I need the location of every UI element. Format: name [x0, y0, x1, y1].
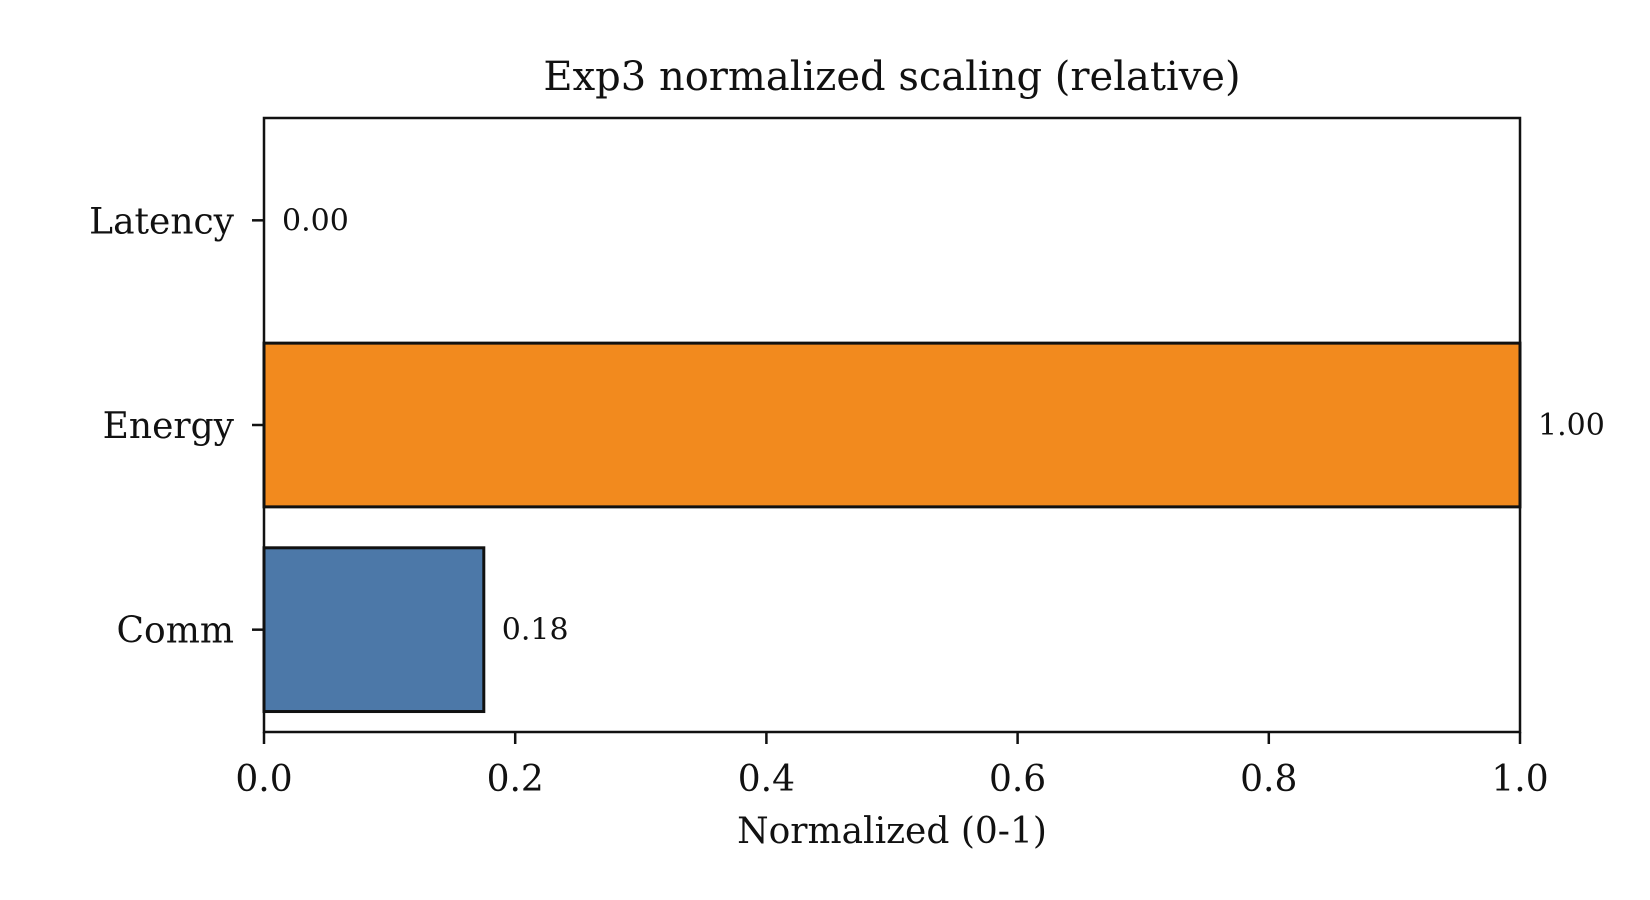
- data-label-energy: 1.00: [1538, 408, 1605, 443]
- x-tick-label-0: 0.0: [235, 759, 292, 800]
- bar-comm: [262, 546, 486, 714]
- x-tick-label-3: 0.6: [989, 759, 1046, 800]
- data-label-latency: 0.00: [282, 203, 349, 238]
- x-tick-label-2: 0.4: [738, 759, 795, 800]
- plot-area: 0.00 1.00 0.18 Latency Energy Comm 0.0 0.2 0.4 0.…: [89, 116, 1605, 800]
- y-tick-label-comm: Comm: [117, 611, 235, 652]
- y-tick-label-energy: Energy: [103, 406, 235, 447]
- x-axis-label: Normalized (0-1): [737, 811, 1047, 852]
- y-tick-label-latency: Latency: [89, 201, 234, 242]
- data-label-comm: 0.18: [502, 613, 569, 648]
- x-tick-label-5: 1.0: [1491, 759, 1548, 800]
- x-tick-label-4: 0.8: [1240, 759, 1297, 800]
- bar-energy: [262, 341, 1522, 509]
- chart-title: Exp3 normalized scaling (relative): [543, 54, 1240, 100]
- x-tick-label-1: 0.2: [487, 759, 544, 800]
